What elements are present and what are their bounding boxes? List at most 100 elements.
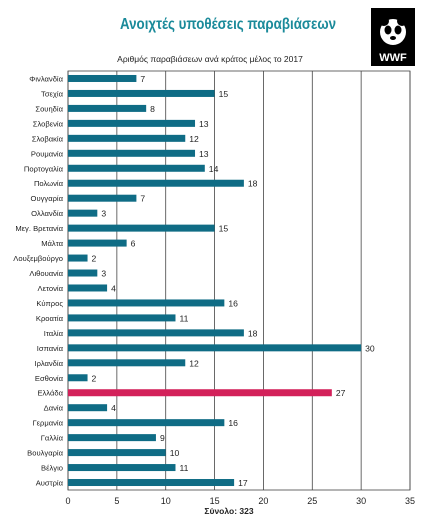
bar xyxy=(68,89,215,97)
wwf-logo: WWF xyxy=(371,8,415,66)
category-label: Ουγγαρία xyxy=(31,194,64,203)
bar xyxy=(68,404,108,412)
category-label: Αυστρία xyxy=(36,479,64,488)
category-label: Γαλλία xyxy=(41,434,64,443)
data-label: 16 xyxy=(228,298,238,308)
data-label: 4 xyxy=(111,283,116,293)
category-label: Ρουμανία xyxy=(31,149,64,158)
bar xyxy=(68,224,215,232)
category-label: Κροατία xyxy=(36,314,64,323)
category-label: Εσθονία xyxy=(35,374,64,383)
category-label: Φινλανδία xyxy=(29,74,63,83)
category-label: Γερμανία xyxy=(32,419,63,428)
bar xyxy=(68,119,196,127)
plot-frame xyxy=(67,70,411,491)
data-label: 8 xyxy=(150,104,155,114)
data-label: 2 xyxy=(92,254,97,264)
x-tick-label: 20 xyxy=(258,496,268,506)
bar xyxy=(68,74,137,82)
bar xyxy=(68,374,88,382)
chart-subtitle: Αριθμός παραβιάσεων ανά κράτος μέλος το … xyxy=(117,54,303,64)
bar xyxy=(68,464,176,472)
category-label: Ισπανία xyxy=(37,344,64,353)
category-label: Σουηδία xyxy=(35,104,63,113)
category-label: Σλοβενία xyxy=(33,119,64,128)
bar xyxy=(68,389,332,397)
x-tick-label: 35 xyxy=(405,496,415,506)
data-label: 6 xyxy=(131,239,136,249)
data-label: 3 xyxy=(101,209,106,219)
category-label: Πορτογαλία xyxy=(24,164,64,173)
category-label: Ιρλανδία xyxy=(35,359,64,368)
category-label: Σλοβακία xyxy=(32,134,64,143)
category-label: Δανία xyxy=(44,404,64,413)
data-label: 4 xyxy=(111,403,116,413)
data-label: 17 xyxy=(238,478,248,488)
panda-logo-icon: WWF xyxy=(371,8,415,66)
bar xyxy=(68,434,156,442)
bar xyxy=(68,419,225,427)
data-label: 9 xyxy=(160,433,165,443)
bar xyxy=(68,359,186,367)
data-label: 12 xyxy=(189,134,199,144)
bar xyxy=(68,479,235,487)
data-label: 15 xyxy=(219,224,229,234)
category-label: Τσεχία xyxy=(41,89,64,98)
data-label: 13 xyxy=(199,149,209,159)
data-label: 16 xyxy=(228,418,238,428)
category-label: Μεγ. Βρετανία xyxy=(15,224,63,233)
data-label: 11 xyxy=(179,313,188,323)
category-label: Ελλάδα xyxy=(37,389,63,398)
bar xyxy=(68,299,225,307)
bar xyxy=(68,449,166,457)
category-label: Ιταλία xyxy=(44,329,64,338)
category-label: Πολωνία xyxy=(34,179,64,188)
bar xyxy=(68,329,244,337)
bar xyxy=(68,149,196,157)
data-label: 2 xyxy=(92,373,97,383)
category-label: Λουξεμβούργο xyxy=(13,254,63,263)
data-label: 13 xyxy=(199,119,209,129)
data-label: 27 xyxy=(336,388,346,398)
category-label: Μάλτα xyxy=(41,239,63,248)
bar xyxy=(68,254,88,262)
x-tick-label: 0 xyxy=(65,496,70,506)
x-tick-label: 5 xyxy=(114,496,119,506)
bar xyxy=(68,239,127,247)
data-label: 7 xyxy=(140,74,145,84)
data-label: 3 xyxy=(101,269,106,279)
data-label: 30 xyxy=(365,343,375,353)
bar xyxy=(68,284,108,292)
logo-text: WWF xyxy=(379,52,407,64)
chart-title: Ανοιχτές υποθέσεις παραβιάσεων xyxy=(120,16,337,33)
category-label: Βέλγιο xyxy=(41,464,63,473)
bar xyxy=(68,194,137,202)
category-label: Κύπρος xyxy=(36,299,63,308)
bar xyxy=(68,164,205,172)
bar xyxy=(68,209,98,217)
bar xyxy=(68,134,186,142)
bar xyxy=(68,179,244,187)
category-label: Λετονία xyxy=(38,284,64,293)
x-tick-label: 10 xyxy=(161,496,171,506)
bar xyxy=(68,269,98,277)
x-tick-label: 15 xyxy=(210,496,220,506)
data-label: 15 xyxy=(219,89,229,99)
bar xyxy=(68,104,147,112)
data-label: 14 xyxy=(209,164,219,174)
x-tick-label: 30 xyxy=(356,496,366,506)
data-label: 10 xyxy=(170,448,180,458)
bar xyxy=(68,314,176,322)
bar xyxy=(68,344,362,352)
data-label: 18 xyxy=(248,328,258,338)
category-label: Βουλγαρία xyxy=(27,449,63,458)
data-label: 11 xyxy=(179,463,188,473)
data-label: 12 xyxy=(189,358,199,368)
total-label: Σύνολο: 323 xyxy=(204,506,253,516)
data-label: 7 xyxy=(140,194,145,204)
data-label: 18 xyxy=(248,179,258,189)
x-tick-label: 25 xyxy=(307,496,317,506)
category-label: Ολλανδία xyxy=(31,209,63,218)
category-label: Λιθουανία xyxy=(29,269,63,278)
